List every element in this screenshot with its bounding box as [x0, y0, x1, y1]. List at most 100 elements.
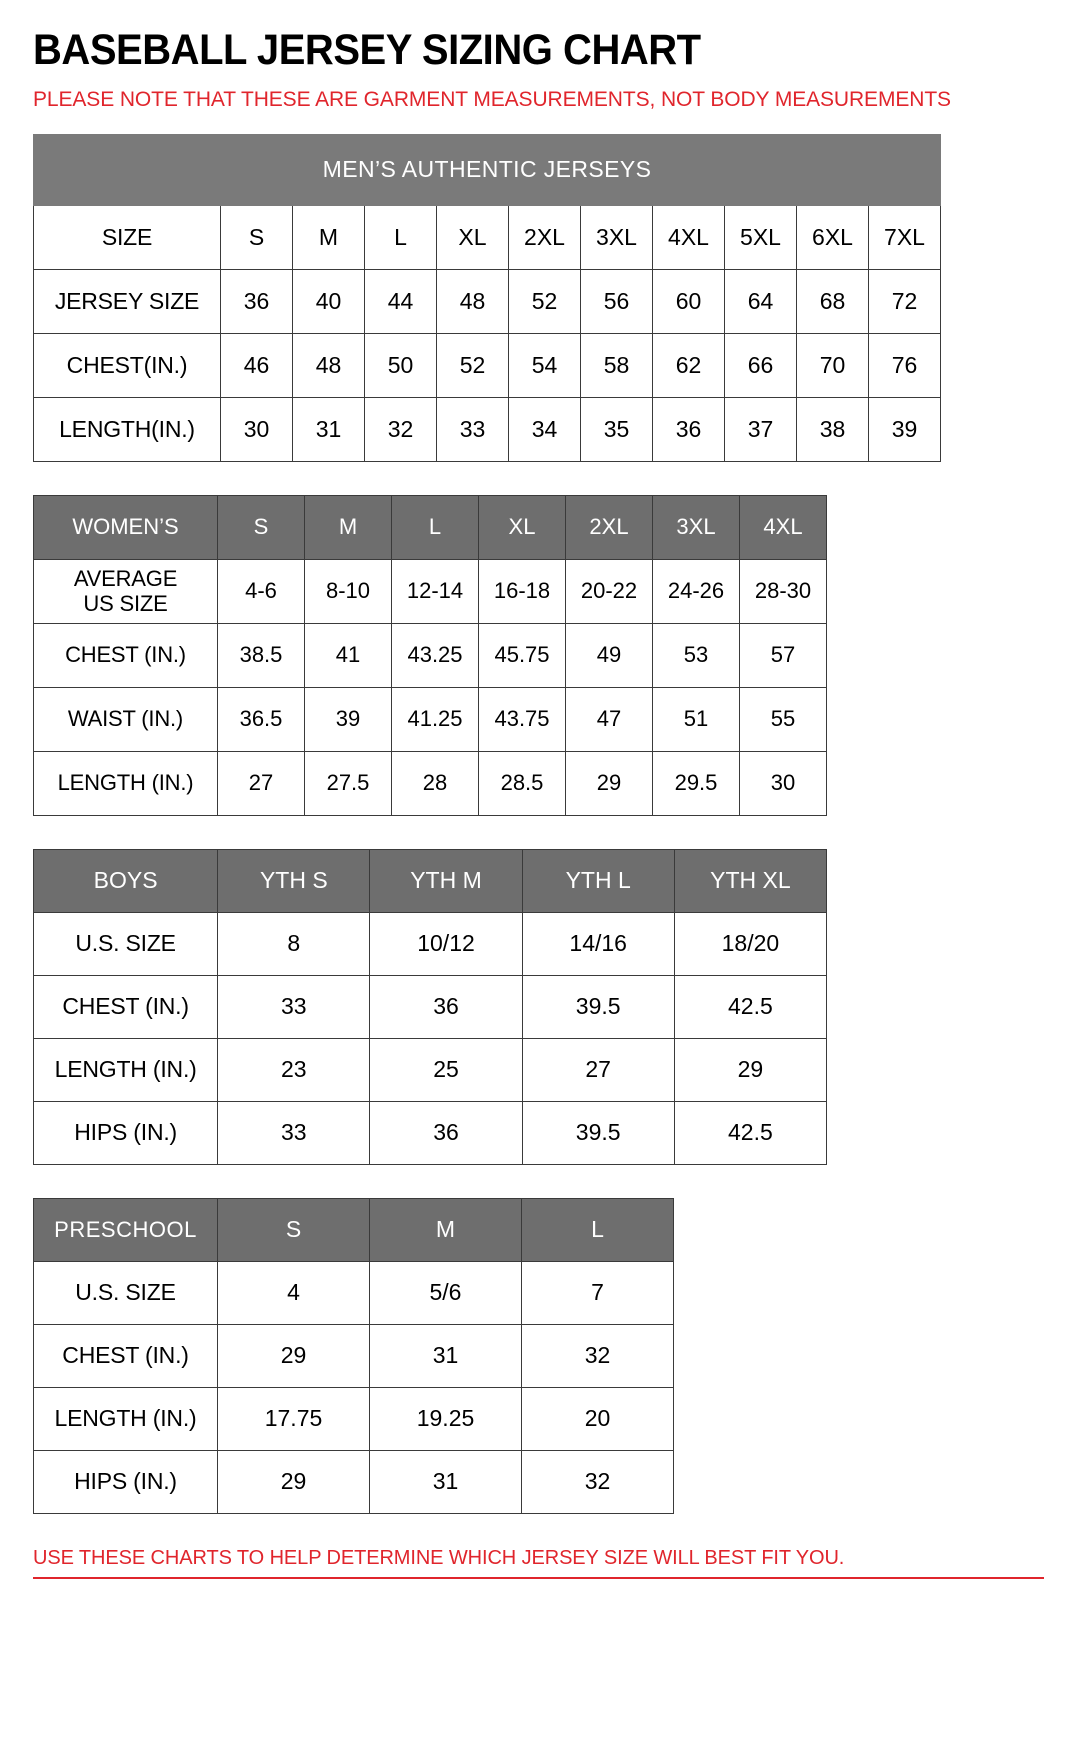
- mens-col-header: L: [364, 204, 437, 270]
- mens-col-header: S: [220, 204, 293, 270]
- cell: 33: [436, 396, 509, 462]
- page-title: BASEBALL JERSEY SIZING CHART: [33, 26, 701, 74]
- boys-col-header: YTH XL: [673, 848, 828, 913]
- cell: 20: [521, 1386, 674, 1451]
- preschool-col-header: M: [369, 1197, 522, 1262]
- cell: 27: [217, 750, 305, 816]
- cell: 42.5: [673, 974, 828, 1039]
- table-row: CHEST (IN.) 29 31 32: [33, 1323, 674, 1388]
- cell: 36: [652, 396, 725, 462]
- row-label: U.S. SIZE: [33, 1260, 218, 1325]
- table-row: U.S. SIZE 4 5/6 7: [33, 1260, 674, 1325]
- womens-col-header: S: [217, 494, 305, 560]
- cell: 38.5: [217, 622, 305, 688]
- table-row: LENGTH(IN.) 30 31 32 33 34 35 36 37 38 3…: [33, 396, 942, 462]
- cell: 29: [217, 1323, 370, 1388]
- cell: 57: [739, 622, 827, 688]
- mens-col-header: 4XL: [652, 204, 725, 270]
- cell: 51: [652, 686, 740, 752]
- cell: 36.5: [217, 686, 305, 752]
- cell: 36: [369, 974, 523, 1039]
- cell: 40: [292, 268, 365, 334]
- row-label-line2: US SIZE: [83, 591, 168, 617]
- cell: 31: [369, 1323, 522, 1388]
- womens-col-header: M: [304, 494, 392, 560]
- womens-sizing-table: WOMEN’S S M L XL 2XL 3XL 4XL AVERAGE US …: [33, 494, 827, 816]
- cell: 20-22: [565, 558, 653, 624]
- table-header-row: SIZE S M L XL 2XL 3XL 4XL 5XL 6XL 7XL: [33, 204, 942, 270]
- boys-sizing-table: BOYS YTH S YTH M YTH L YTH XL U.S. SIZE …: [32, 848, 828, 1165]
- cell: 29.5: [652, 750, 740, 816]
- preschool-col-header: S: [217, 1197, 370, 1262]
- mens-col-header: 6XL: [796, 204, 869, 270]
- cell: 31: [369, 1449, 522, 1514]
- cell: 72: [867, 268, 942, 334]
- cell: 47: [565, 686, 653, 752]
- mens-corner-label: SIZE: [33, 204, 221, 270]
- cell: 14/16: [521, 911, 675, 976]
- cell: 5/6: [369, 1260, 522, 1325]
- table-row: LENGTH (IN.) 27 27.5 28 28.5 29 29.5 30: [33, 750, 827, 816]
- mens-col-header: 3XL: [580, 204, 653, 270]
- womens-col-header: 3XL: [652, 494, 740, 560]
- row-label: U.S. SIZE: [32, 911, 219, 976]
- womens-col-header: 4XL: [739, 494, 827, 560]
- row-label: CHEST(IN.): [33, 332, 221, 398]
- womens-col-header: L: [391, 494, 479, 560]
- cell: 29: [217, 1449, 370, 1514]
- cell: 52: [508, 268, 581, 334]
- cell: 8: [217, 911, 371, 976]
- cell: 31: [292, 396, 365, 462]
- mens-col-header: 2XL: [508, 204, 581, 270]
- boys-corner-label: BOYS: [32, 848, 219, 913]
- cell: 28: [391, 750, 479, 816]
- table-row: HIPS (IN.) 33 36 39.5 42.5: [32, 1100, 828, 1165]
- cell: 58: [580, 332, 653, 398]
- table-row: AVERAGE US SIZE 4-6 8-10 12-14 16-18 20-…: [33, 558, 827, 624]
- cell: 18/20: [673, 911, 828, 976]
- cell: 52: [436, 332, 509, 398]
- cell: 42.5: [673, 1100, 828, 1165]
- cell: 49: [565, 622, 653, 688]
- bottom-divider: [33, 1576, 1044, 1579]
- cell: 60: [652, 268, 725, 334]
- table-header-row: WOMEN’S S M L XL 2XL 3XL 4XL: [33, 494, 827, 560]
- cell: 33: [217, 974, 371, 1039]
- cell: 41: [304, 622, 392, 688]
- mens-col-header: XL: [436, 204, 509, 270]
- mens-sizing-table: MEN’S AUTHENTIC JERSEYS SIZE S M L XL 2X…: [32, 133, 942, 462]
- mens-banner-title: MEN’S AUTHENTIC JERSEYS: [32, 133, 942, 206]
- cell: 43.25: [391, 622, 479, 688]
- boys-col-header: YTH M: [369, 848, 523, 913]
- row-label: HIPS (IN.): [33, 1449, 218, 1514]
- cell: 29: [565, 750, 653, 816]
- cell: 8-10: [304, 558, 392, 624]
- cell: 35: [580, 396, 653, 462]
- cell: 62: [652, 332, 725, 398]
- table-row: CHEST (IN.) 38.5 41 43.25 45.75 49 53 57: [33, 622, 827, 688]
- womens-corner-label: WOMEN’S: [33, 494, 218, 560]
- cell: 27: [521, 1037, 675, 1102]
- table-row: HIPS (IN.) 29 31 32: [33, 1449, 674, 1514]
- cell: 36: [369, 1100, 523, 1165]
- cell: 48: [292, 332, 365, 398]
- cell: 46: [220, 332, 293, 398]
- cell: 12-14: [391, 558, 479, 624]
- cell: 54: [508, 332, 581, 398]
- cell: 68: [796, 268, 869, 334]
- cell: 33: [217, 1100, 371, 1165]
- womens-col-header: XL: [478, 494, 566, 560]
- mens-col-header: M: [292, 204, 365, 270]
- cell: 34: [508, 396, 581, 462]
- table-row: LENGTH (IN.) 23 25 27 29: [32, 1037, 828, 1102]
- cell: 7: [521, 1260, 674, 1325]
- cell: 25: [369, 1037, 523, 1102]
- row-label: CHEST (IN.): [33, 1323, 218, 1388]
- row-label: AVERAGE US SIZE: [33, 558, 218, 624]
- cell: 28.5: [478, 750, 566, 816]
- row-label: CHEST (IN.): [32, 974, 219, 1039]
- cell: 16-18: [478, 558, 566, 624]
- boys-col-header: YTH S: [217, 848, 371, 913]
- womens-col-header: 2XL: [565, 494, 653, 560]
